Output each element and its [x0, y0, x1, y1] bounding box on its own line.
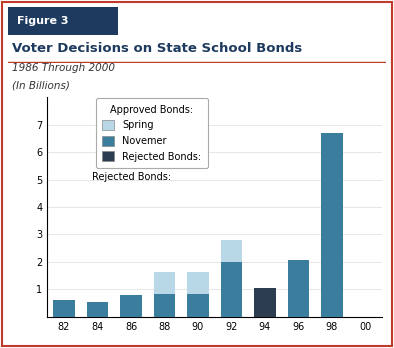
Text: (In Billions): (In Billions): [12, 80, 69, 90]
Bar: [254, 288, 276, 317]
Bar: [187, 294, 209, 317]
Text: Approved Bonds:: Approved Bonds:: [108, 104, 191, 114]
Text: Figure 3: Figure 3: [17, 16, 68, 26]
Bar: [154, 272, 175, 294]
Bar: [87, 302, 108, 317]
Text: 1986 Through 2000: 1986 Through 2000: [12, 63, 115, 73]
Bar: [53, 300, 75, 317]
Bar: [288, 261, 309, 317]
Legend: Spring, Novemer, Rejected Bonds:: Spring, Novemer, Rejected Bonds:: [96, 98, 208, 168]
Bar: [120, 295, 142, 317]
Bar: [221, 240, 242, 262]
Text: Voter Decisions on State School Bonds: Voter Decisions on State School Bonds: [12, 42, 302, 55]
Bar: [187, 272, 209, 294]
Bar: [154, 294, 175, 317]
Bar: [321, 133, 343, 317]
Bar: [221, 262, 242, 317]
Text: Rejected Bonds:: Rejected Bonds:: [93, 173, 172, 182]
